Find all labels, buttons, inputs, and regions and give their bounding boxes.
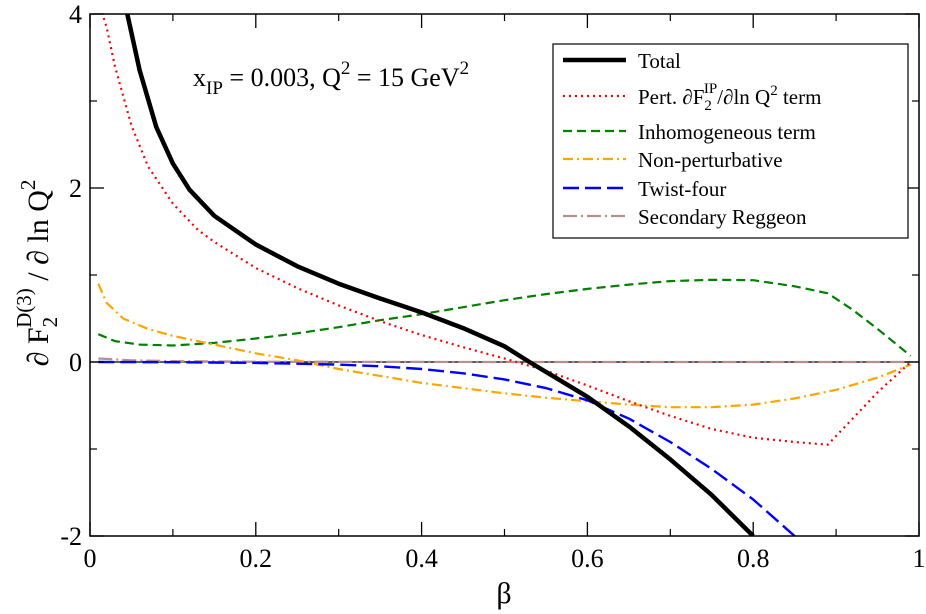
x-tick-label: 0.4 (405, 544, 438, 573)
series-lines (97, 14, 912, 536)
y-label-sub: 2 (38, 317, 62, 328)
axis-ticks (89, 13, 920, 537)
legend-label-pert: Pert. ∂F2IP/∂ln Q2 term (638, 81, 821, 114)
legend-label-reggeon: Secondary Reggeon (638, 205, 807, 229)
legend-label-nonpert: Non-perturbative (638, 148, 783, 172)
legend-label-inhom: Inhomogeneous term (638, 120, 816, 144)
kinematics-annotation: xIP = 0.003, Q2 = 15 GeV2 (193, 58, 469, 99)
x-tick-label: 0.8 (737, 544, 770, 573)
legend-pert-b: /∂ln Q (717, 85, 770, 109)
x-tick-label: 0 (84, 544, 97, 573)
y-axis-label: ∂ F2D(3) / ∂ ln Q2 (12, 180, 62, 367)
series-line-3 (97, 283, 912, 409)
annot-gev-sup: 2 (460, 58, 470, 79)
y-tick-label: 0 (69, 348, 82, 377)
legend-pert-sup2: 2 (770, 83, 778, 99)
y-label-suffix: / ∂ ln Q (22, 190, 55, 288)
y-label-prefix: ∂ F (22, 327, 55, 366)
legend-lines (563, 57, 626, 218)
legend-pert-sup: IP (704, 81, 717, 97)
y-label-sup2: 2 (16, 180, 40, 191)
x-axis-label: β (496, 577, 511, 610)
y-tick-label: 4 (69, 0, 82, 29)
legend-pert-a: Pert. ∂F (638, 85, 704, 109)
annot-x: x (193, 63, 206, 92)
series-line-2 (97, 278, 912, 357)
x-tick-label: 0.6 (571, 544, 604, 573)
series-line-1 (101, 14, 912, 446)
series-line-5 (98, 357, 911, 364)
legend-pert-c: term (778, 85, 822, 109)
x-tick-label: 1 (913, 544, 926, 573)
legend-label-twist: Twist-four (638, 177, 726, 201)
legend-pert-sub: 2 (704, 98, 712, 114)
y-tick-label: -2 (60, 522, 82, 551)
y-label-sup: D(3) (12, 288, 36, 328)
legend: Total Pert. ∂F2IP/∂ln Q2 term Inhomogene… (552, 43, 909, 239)
annot-eq2: = 15 GeV (350, 63, 459, 92)
y-tick-label: 2 (69, 174, 82, 203)
annot-q-sup: 2 (341, 58, 351, 79)
series-line-0 (125, 14, 755, 536)
annot-x-sub: IP (206, 78, 223, 99)
series-line-4 (98, 360, 796, 536)
legend-label-total: Total (638, 49, 681, 73)
annot-eq1: = 0.003, Q (223, 63, 341, 92)
x-tick-label: 0.2 (240, 544, 273, 573)
legend-box (552, 43, 909, 239)
